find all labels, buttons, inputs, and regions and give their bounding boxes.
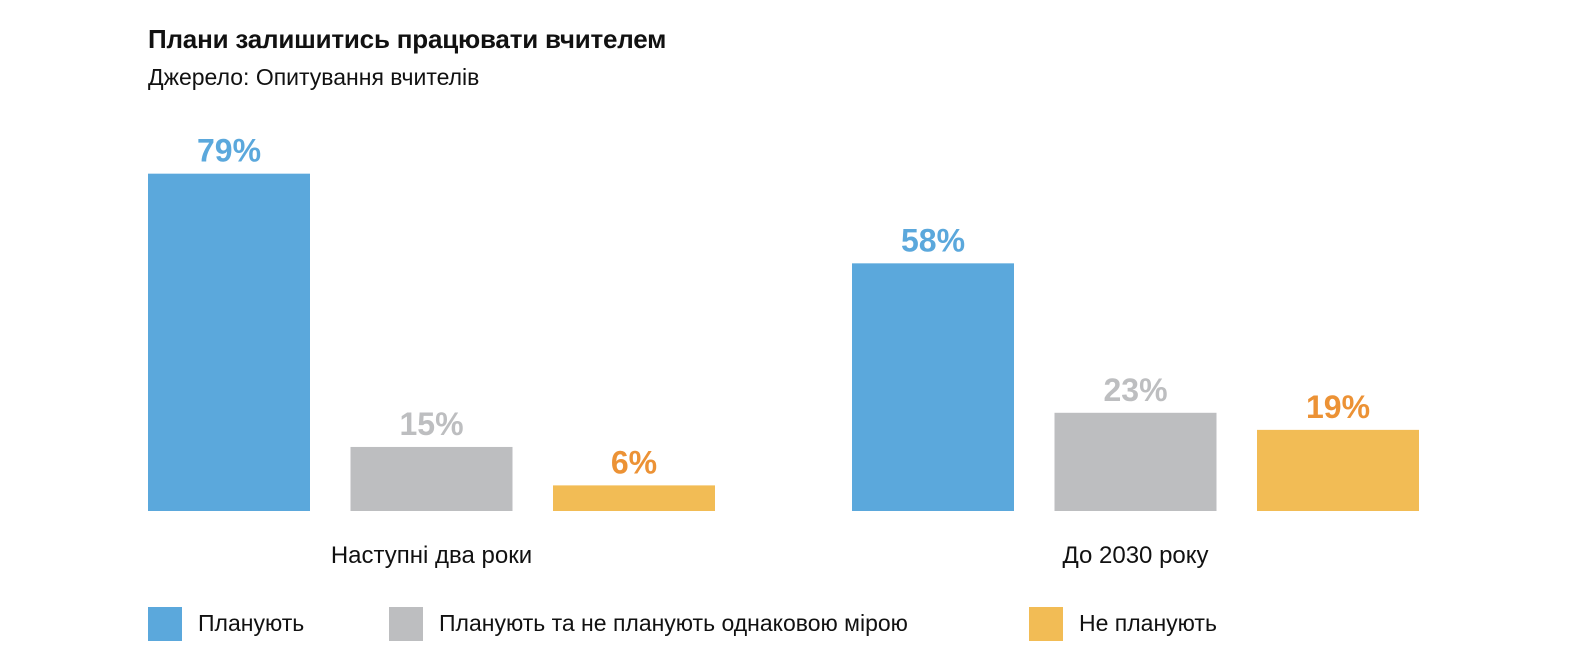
legend-swatch-plan xyxy=(148,607,182,641)
bar-neutral-1 xyxy=(350,446,513,511)
category-label-2: До 2030 року xyxy=(1062,542,1208,569)
data-label-neutral-1: 15% xyxy=(399,406,463,442)
legend-label-plan: Планують xyxy=(198,610,305,636)
bar-plan-2 xyxy=(852,263,1014,511)
legend-swatch-neutral xyxy=(389,607,423,641)
bar-not-plan-2 xyxy=(1257,429,1419,511)
category-label-1: Наступні два роки xyxy=(331,542,532,569)
data-label-not-plan-1: 6% xyxy=(611,444,657,480)
bar-neutral-2 xyxy=(1054,412,1217,511)
legend-label-neutral: Планують та не планують однаковою мірою xyxy=(439,610,908,636)
data-label-neutral-2: 23% xyxy=(1103,372,1167,408)
bar-not-plan-1 xyxy=(553,485,715,511)
data-label-not-plan-2: 19% xyxy=(1306,389,1370,425)
bar-plan-1 xyxy=(148,173,310,512)
legend-label-not-plan: Не планують xyxy=(1079,610,1217,636)
legend-swatch-not-plan xyxy=(1029,607,1063,641)
data-label-plan-1: 79% xyxy=(197,133,261,169)
bar-chart: 79% 15% 6% Наступні два роки 58% 23% 19% До 203… xyxy=(148,133,1419,569)
chart-title: Плани залишитись працювати вчителем xyxy=(148,24,667,54)
chart-subtitle: Джерело: Опитування вчителів xyxy=(148,64,480,90)
data-label-plan-2: 58% xyxy=(901,222,965,258)
